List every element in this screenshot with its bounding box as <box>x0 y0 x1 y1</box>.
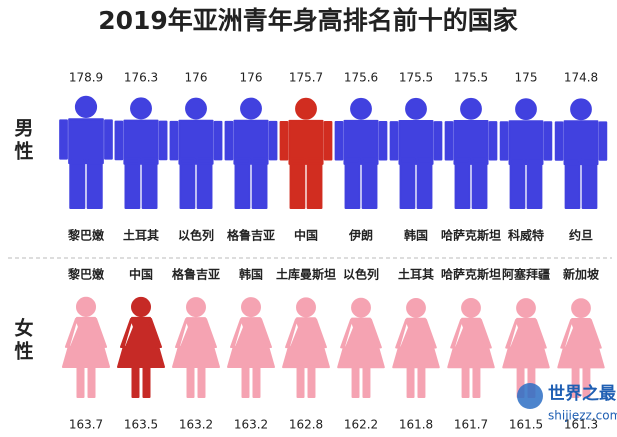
female-figure <box>557 298 605 398</box>
male-figure <box>554 98 608 209</box>
category-label: 新加坡 <box>563 267 600 282</box>
male-figure <box>114 97 168 209</box>
value-label: 162.2 <box>344 418 378 432</box>
male-figure <box>499 98 553 209</box>
value-label: 161.5 <box>509 418 543 432</box>
category-label: 伊朗 <box>348 228 373 243</box>
male-figure <box>279 97 333 209</box>
value-label: 176 <box>185 71 208 85</box>
category-label: 土耳其 <box>398 267 434 282</box>
value-label: 161.3 <box>564 418 598 432</box>
value-label: 176.3 <box>124 71 158 85</box>
category-label: 科威特 <box>508 228 544 243</box>
male-figure <box>444 97 498 209</box>
category-label: 哈萨克斯坦 <box>441 267 501 282</box>
category-label: 格鲁吉亚 <box>227 228 275 243</box>
value-label: 175.5 <box>399 71 433 85</box>
value-label: 162.8 <box>289 418 323 432</box>
category-label: 以色列 <box>178 228 214 243</box>
category-label: 哈萨克斯坦 <box>441 228 501 243</box>
value-label: 176 <box>240 71 263 85</box>
female-figure <box>502 298 550 398</box>
category-label: 韩国 <box>404 228 428 243</box>
male-figure <box>59 95 113 209</box>
watermark-name: 世界之最 <box>548 383 617 404</box>
category-label: 格鲁吉亚 <box>172 267 220 282</box>
male-label: 男性 <box>12 118 34 164</box>
female-figure <box>227 297 275 398</box>
male-figure <box>389 97 443 209</box>
female-figure <box>282 297 330 398</box>
female-label: 女性 <box>12 317 34 364</box>
category-label: 黎巴嫩 <box>68 228 105 243</box>
category-label: 阿塞拜疆 <box>502 267 550 282</box>
value-label: 175.7 <box>289 71 323 85</box>
male-figure <box>169 97 223 209</box>
female-figure <box>337 297 385 398</box>
category-label: 土耳其 <box>123 228 159 243</box>
watermark-logo <box>517 383 543 409</box>
category-label: 以色列 <box>343 267 379 282</box>
male-figure <box>224 97 278 209</box>
value-label: 175.5 <box>454 71 488 85</box>
value-label: 163.7 <box>69 418 103 432</box>
title: 2019年亚洲青年身高排名前十的国家 <box>98 6 518 35</box>
female-figure <box>447 297 495 398</box>
value-label: 163.2 <box>234 418 268 432</box>
female-figure <box>61 296 111 398</box>
category-label: 中国 <box>294 228 318 243</box>
watermark: 世界之最 shijiezz.com <box>517 383 617 423</box>
category-label: 土库曼斯坦 <box>276 267 336 282</box>
female-figure <box>116 296 166 398</box>
category-label: 韩国 <box>239 267 263 282</box>
category-label: 约旦 <box>569 228 593 243</box>
value-label: 161.8 <box>399 418 433 432</box>
category-label: 中国 <box>129 267 153 282</box>
category-label: 黎巴嫩 <box>68 267 105 282</box>
watermark-url: shijiezz.com <box>548 409 617 423</box>
female-figure <box>392 297 440 398</box>
value-label: 175.6 <box>344 71 378 85</box>
value-label: 174.8 <box>564 71 598 85</box>
value-label: 175 <box>515 71 538 85</box>
value-label: 163.2 <box>179 418 213 432</box>
male-figure <box>334 97 388 209</box>
female-figure <box>172 297 220 398</box>
value-label: 163.5 <box>124 418 158 432</box>
value-label: 161.7 <box>454 418 488 432</box>
value-label: 178.9 <box>69 71 103 85</box>
